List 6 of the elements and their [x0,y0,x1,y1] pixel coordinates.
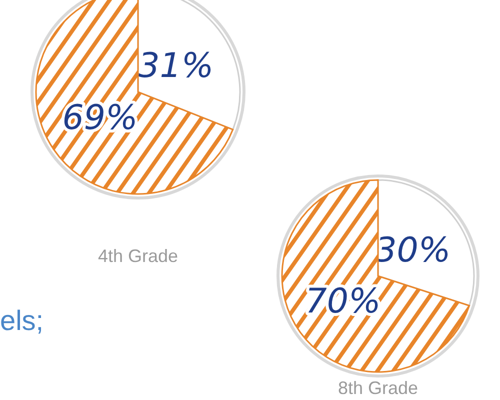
text: 4th Grade [98,246,178,266]
data-label: 31% [138,46,214,86]
data-label: 30% [375,230,451,271]
text: 8th Grade [338,378,418,398]
text: els; [0,305,44,336]
pie-slice [281,179,470,373]
